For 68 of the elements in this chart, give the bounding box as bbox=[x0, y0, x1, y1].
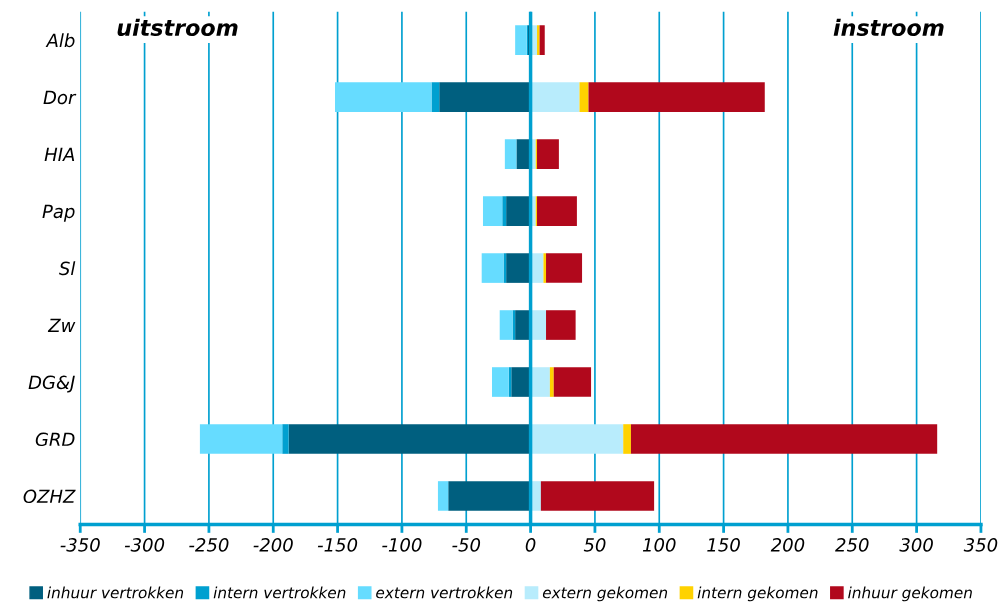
annotation: uitstroom bbox=[117, 18, 238, 37]
y-tick-label: Dor bbox=[43, 90, 77, 105]
x-tick-label: -300 bbox=[124, 538, 165, 552]
bar bbox=[502, 196, 507, 226]
y-tick-label: Zw bbox=[47, 318, 76, 332]
y-tick-label: DG&J bbox=[28, 375, 75, 393]
y-tick-label: GRD bbox=[35, 432, 75, 447]
bar bbox=[579, 82, 589, 112]
bar bbox=[543, 253, 547, 283]
x-tick-label: 200 bbox=[770, 538, 805, 552]
bar bbox=[431, 82, 440, 112]
bar bbox=[511, 367, 531, 397]
bar bbox=[448, 481, 531, 511]
x-tick-label: -350 bbox=[60, 538, 100, 552]
x-tick-label: 50 bbox=[583, 538, 606, 552]
x-tick-label: 100 bbox=[642, 538, 676, 552]
x-tick-label: -100 bbox=[382, 538, 422, 552]
bar bbox=[504, 139, 517, 169]
bar bbox=[540, 481, 655, 511]
bar bbox=[530, 310, 547, 340]
bar bbox=[491, 367, 509, 397]
y-tick-label: OZHZ bbox=[23, 489, 76, 504]
bar bbox=[588, 82, 765, 112]
bar bbox=[482, 196, 503, 226]
bar bbox=[335, 82, 432, 112]
bar bbox=[506, 253, 531, 283]
legend-label: intern vertrokken bbox=[213, 586, 346, 599]
y-tick-label: HIA bbox=[44, 147, 75, 161]
x-tick-label: -150 bbox=[317, 538, 358, 552]
bar bbox=[282, 424, 289, 454]
x-tick-label: 300 bbox=[899, 538, 933, 552]
x-tick-label: -250 bbox=[189, 538, 229, 552]
bar bbox=[439, 82, 531, 112]
bar bbox=[437, 481, 449, 511]
bar bbox=[537, 196, 577, 226]
bar bbox=[537, 25, 540, 55]
bar bbox=[506, 196, 531, 226]
bar bbox=[499, 310, 513, 340]
bar bbox=[288, 424, 531, 454]
x-tick-label: 0 bbox=[525, 538, 536, 552]
x-tick-label: -200 bbox=[253, 538, 293, 552]
y-tick-label: Alb bbox=[45, 33, 75, 48]
bar bbox=[546, 253, 583, 283]
bar bbox=[515, 25, 527, 55]
bar bbox=[537, 139, 559, 169]
bar bbox=[630, 424, 938, 454]
x-tick-label: 250 bbox=[835, 538, 869, 552]
bar bbox=[549, 367, 554, 397]
legend-label: extern gekomen bbox=[542, 586, 668, 602]
bar bbox=[199, 424, 283, 454]
bar bbox=[530, 367, 550, 397]
x-tick-label: 350 bbox=[963, 538, 998, 552]
legend-label: intern gekomen bbox=[697, 586, 818, 602]
y-tick-label: Sl bbox=[59, 261, 76, 276]
bar bbox=[530, 82, 580, 112]
x-tick-label: -50 bbox=[452, 538, 481, 552]
bar bbox=[623, 424, 631, 454]
bar bbox=[539, 25, 545, 55]
bar bbox=[481, 253, 504, 283]
bar bbox=[530, 424, 624, 454]
legend-label: inhuur vertrokken bbox=[47, 586, 184, 599]
legend-label: inhuur gekomen bbox=[848, 586, 972, 602]
x-tick-label: 150 bbox=[707, 538, 740, 552]
legend-label: extern vertrokken bbox=[376, 586, 513, 599]
annotation: instroom bbox=[833, 18, 944, 37]
bar bbox=[546, 310, 576, 340]
bar bbox=[553, 367, 592, 397]
y-tick-label: Pap bbox=[42, 204, 75, 222]
